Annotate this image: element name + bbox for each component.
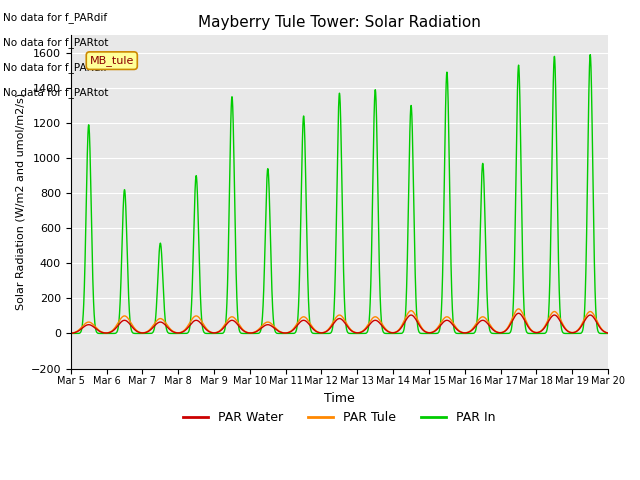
PAR Water	[604, 330, 612, 336]
PAR In	[490, 331, 498, 336]
Text: No data for f_PARdif: No data for f_PARdif	[3, 62, 108, 73]
PAR Water	[319, 330, 327, 336]
PAR In	[586, 52, 594, 58]
Text: No data for f_PARtot: No data for f_PARtot	[3, 87, 109, 98]
X-axis label: Time: Time	[324, 392, 355, 405]
Y-axis label: Solar Radiation (W/m2 and umol/m2/s): Solar Radiation (W/m2 and umol/m2/s)	[15, 94, 25, 311]
PAR Water	[515, 311, 522, 316]
PAR Tule	[319, 330, 327, 336]
PAR Tule	[515, 306, 522, 312]
Text: No data for f_PARdif: No data for f_PARdif	[3, 12, 108, 23]
Text: MB_tule: MB_tule	[90, 55, 134, 66]
PAR Tule	[430, 328, 438, 334]
PAR In	[604, 331, 612, 336]
Line: PAR Tule: PAR Tule	[71, 309, 608, 333]
PAR Water	[163, 324, 171, 330]
PAR Water	[490, 328, 498, 334]
PAR In	[319, 331, 327, 336]
PAR Tule	[604, 330, 612, 336]
PAR In	[163, 329, 171, 335]
PAR Water	[67, 330, 75, 336]
PAR In	[604, 331, 611, 336]
PAR In	[460, 331, 467, 336]
Title: Mayberry Tule Tower: Solar Radiation: Mayberry Tule Tower: Solar Radiation	[198, 15, 481, 30]
Legend: PAR Water, PAR Tule, PAR In: PAR Water, PAR Tule, PAR In	[178, 406, 500, 429]
PAR Water	[604, 330, 611, 336]
PAR Tule	[163, 322, 171, 328]
PAR In	[67, 331, 75, 336]
Line: PAR Water: PAR Water	[71, 313, 608, 333]
PAR Water	[460, 330, 467, 336]
Text: No data for f_PARtot: No data for f_PARtot	[3, 37, 109, 48]
PAR Tule	[490, 327, 498, 333]
PAR Tule	[67, 330, 75, 336]
PAR Tule	[604, 330, 611, 336]
PAR In	[430, 331, 438, 336]
Line: PAR In: PAR In	[71, 55, 608, 334]
PAR Tule	[460, 330, 467, 336]
PAR Water	[430, 329, 438, 335]
